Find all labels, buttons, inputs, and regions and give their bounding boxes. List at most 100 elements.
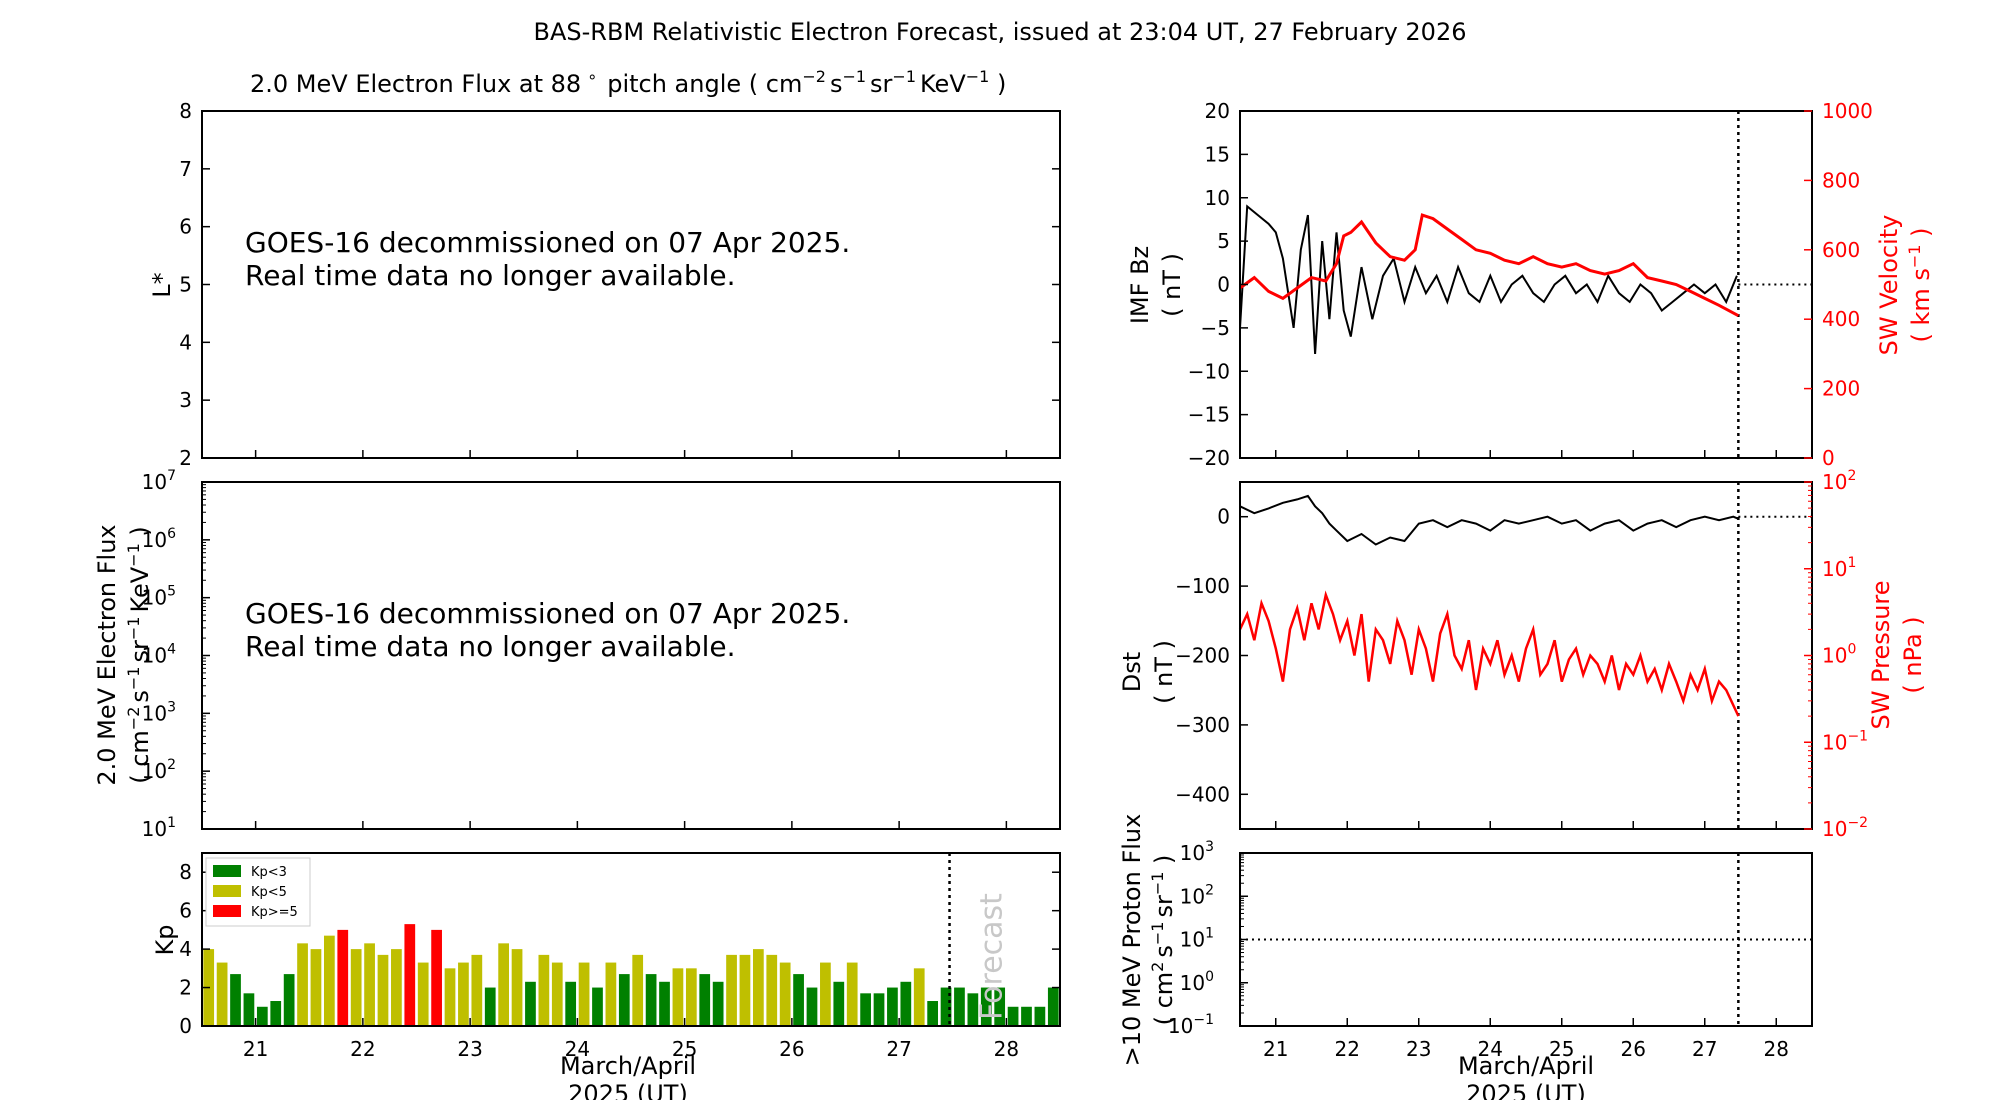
dst-y-tick-label: −100 [1175, 574, 1230, 598]
lstar-decommission-line2: Real time data no longer available. [245, 259, 736, 292]
dst-y-axis-label-line1: Dst [1118, 652, 1146, 692]
kp-x-axis-label-line1: March/April [560, 1052, 696, 1080]
kp-bar [793, 974, 804, 1026]
imf-y-tick-label: −5 [1201, 316, 1230, 340]
kp-bar [471, 954, 483, 1026]
kp-bar [404, 924, 416, 1026]
kp-bar [632, 954, 644, 1026]
kp-bar [417, 962, 429, 1026]
dst-y-tick-label: 0 [1217, 505, 1230, 529]
kp-bar [230, 974, 241, 1026]
proton-x-tick-label: 23 [1406, 1037, 1431, 1061]
imf-y2-axis-label-line1: SW Velocity [1875, 215, 1903, 356]
eflux-y-tick-exponent: 4 [167, 642, 176, 658]
kp-y-axis-label: Kp [151, 925, 179, 956]
kp-bar [1021, 1006, 1032, 1026]
kp-bar [833, 981, 845, 1026]
imf-panel: −20 −15 −10 −5 0 5 10 15 20 0 200 400 600 800 1000 IM… [1126, 99, 1935, 470]
kp-legend-label: Kp<3 [251, 865, 287, 880]
kp-x-tick-label: 23 [457, 1037, 482, 1061]
eflux-decommission-line1: GOES-16 decommissioned on 07 Apr 2025. [245, 597, 850, 630]
kp-x-tick-label: 25 [672, 1037, 697, 1061]
kp-bar [994, 987, 1006, 1026]
dst-y2-y-tick-exponent: 2 [1847, 468, 1856, 484]
kp-x-tick-label: 27 [886, 1037, 911, 1061]
proton-x-tick-label: 21 [1263, 1037, 1288, 1061]
kp-bar [900, 981, 912, 1026]
kp-bar [685, 968, 697, 1026]
kp-bar [967, 993, 979, 1026]
kp-y-tick-label: 2 [179, 976, 192, 1000]
kp-y-tick-label: 4 [179, 937, 192, 961]
kp-bar [940, 987, 952, 1026]
kp-bar [645, 974, 657, 1026]
kp-bar [216, 962, 228, 1026]
imf-y2-y-tick-label: 400 [1822, 307, 1860, 331]
proton-x-axis-label-line1: March/April [1458, 1052, 1594, 1080]
proton-y-tick-exponent: 2 [1205, 882, 1214, 898]
kp-x-tick-label: 28 [994, 1037, 1019, 1061]
kp-bar [551, 962, 563, 1026]
kp-bar [927, 1001, 939, 1026]
imf-y2-axis: 0 200 400 600 800 1000 [1804, 99, 1873, 470]
kp-x-tick-label: 24 [565, 1037, 590, 1061]
dst-y2-axis-label-line1: SW Pressure [1867, 580, 1895, 729]
kp-bar [659, 981, 670, 1026]
figure-title: BAS-RBM Relativistic Electron Forecast, … [534, 18, 1467, 46]
kp-bar [1007, 1006, 1019, 1026]
kp-bar [752, 949, 764, 1026]
kp-legend-swatch [213, 865, 241, 877]
kp-bar [391, 949, 402, 1026]
dst-y2-axis-label-line2: ( nPa ) [1899, 616, 1927, 693]
proton-y-tick-exponent: 3 [1205, 839, 1214, 855]
imf-y2-y-tick-label: 0 [1822, 446, 1835, 470]
kp-bar [618, 974, 630, 1026]
eflux-x-axis [254, 821, 1008, 829]
kp-bar [323, 935, 335, 1026]
kp-x-tick-label: 26 [779, 1037, 804, 1061]
eflux-y-tick-exponent: 6 [167, 526, 176, 542]
dst-y-tick-label: −400 [1175, 782, 1230, 806]
eflux-y-tick-exponent: 7 [167, 468, 176, 484]
imf-y2-y-tick-label: 1000 [1822, 99, 1873, 123]
kp-bar [458, 962, 469, 1026]
lstar-y-tick-label: 4 [179, 330, 192, 354]
imf-y-tick-label: −10 [1188, 359, 1230, 383]
imf-y-axis-label-line2: ( nT ) [1158, 253, 1186, 317]
kp-bar [565, 981, 577, 1026]
imf-y-axis: −20 −15 −10 −5 0 5 10 15 20 [1188, 99, 1248, 470]
kp-bar [310, 949, 322, 1026]
kp-y-tick-label: 0 [179, 1014, 192, 1038]
proton-x-tick-label: 26 [1621, 1037, 1646, 1061]
kp-bar [270, 1001, 282, 1026]
eflux-y-tick-exponent: 2 [167, 757, 176, 773]
kp-bar [860, 993, 871, 1026]
imf-x-axis [1275, 450, 1777, 458]
kp-axes-frame [201, 852, 1061, 1027]
proton-x-axis-label-line2: 2025 (UT) [1466, 1080, 1586, 1100]
kp-bar [846, 962, 858, 1026]
kp-bar [806, 987, 818, 1026]
kp-legend-label: Kp<5 [251, 885, 287, 900]
proton-x-axis: 21 22 23 24 25 26 27 28 [1263, 1018, 1789, 1061]
proton-x-tick-label: 22 [1335, 1037, 1360, 1061]
proton-y-tick-exponent: −1 [1193, 1012, 1214, 1028]
kp-bar [538, 954, 550, 1026]
kp-bar [256, 1006, 268, 1026]
kp-bar [1047, 987, 1059, 1026]
kp-bar [484, 987, 496, 1026]
imf-y-tick-label: −15 [1188, 403, 1230, 427]
kp-bar [779, 962, 791, 1026]
eflux-y-tick-exponent: 3 [167, 699, 176, 715]
kp-bar [739, 954, 751, 1026]
kp-bar [592, 987, 603, 1026]
kp-x-axis-label-line2: 2025 (UT) [568, 1080, 688, 1100]
dst-y2-y-tick-exponent: 1 [1847, 555, 1856, 571]
kp-legend: Kp<3 Kp<5 Kp>=5 [205, 857, 311, 927]
sw-pressure-series-line [1238, 590, 1740, 717]
dst-y-tick-label: −200 [1175, 644, 1230, 668]
kp-y-tick-label: 8 [179, 860, 192, 884]
kp-y-tick-label: 6 [179, 899, 192, 923]
kp-bar [243, 993, 255, 1026]
